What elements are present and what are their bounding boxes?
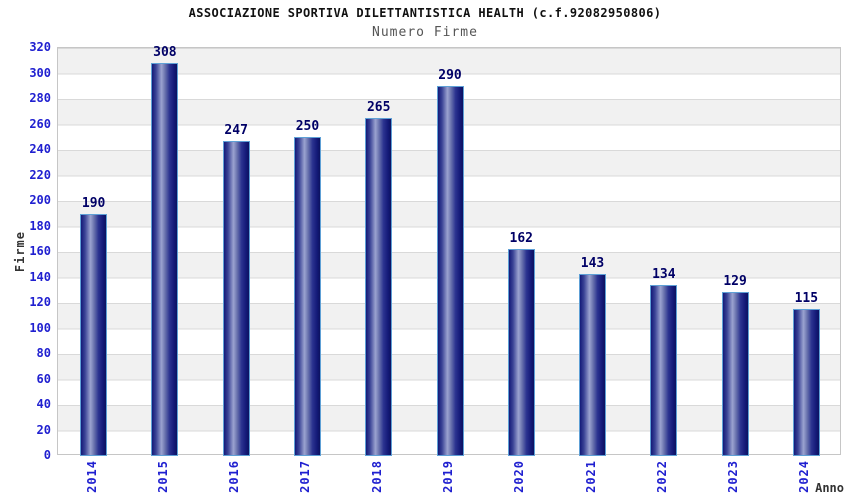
x-tick-label: 2018 [369,460,384,493]
bar-value-label: 129 [723,273,747,289]
bar-value-label: 115 [794,291,819,307]
bar-value-label: 134 [652,267,676,283]
bar-value-label: 143 [580,255,605,271]
x-tick-label: 2022 [654,460,669,493]
x-tick-label: 2019 [441,460,455,493]
bar-2024 [792,309,820,456]
x-tick-label: 2024 [797,460,812,493]
x-tick-label: 2023 [726,460,741,493]
chart-subtitle: Numero Firme [372,25,478,40]
bar-value-label: 290 [438,68,462,84]
bar-value-label: 247 [224,123,248,139]
y-tick-label: 0 [43,448,51,462]
bar-value-label: 190 [81,195,106,211]
x-tick-label: 2021 [583,460,598,493]
y-tick-label: 100 [29,320,51,335]
x-tick-label: 2015 [155,460,170,493]
y-tick-label: 60 [36,371,51,386]
bar-value-label: 265 [366,100,391,116]
bar-2014 [80,213,108,456]
y-tick-label: 260 [29,116,51,131]
y-tick-label: 120 [29,295,51,309]
bar-2019 [436,86,464,456]
x-tick-label: 2020 [512,460,527,493]
chart-title: ASSOCIAZIONE SPORTIVA DILETTANTISTICA HE… [188,6,662,20]
y-tick-label: 240 [29,142,51,156]
bar-2018 [365,118,393,456]
y-tick-label: 280 [29,91,51,105]
bar-2020 [507,249,535,456]
bar-value-label: 162 [509,231,533,247]
x-tick-label: 2016 [227,460,242,493]
y-tick-label: 180 [29,218,51,233]
y-axis-title: Firme [13,231,27,273]
x-axis-title: Anno [815,481,844,495]
bar-value-label: 308 [153,45,177,61]
y-tick-label: 220 [29,167,51,182]
y-tick-label: 40 [36,397,51,411]
y-tick-label: 300 [29,65,51,80]
y-tick-label: 320 [29,40,51,54]
x-tick-label: 2017 [298,460,313,493]
bar-2016 [222,141,250,456]
bar-2021 [579,273,607,456]
x-tick-label: 2014 [84,460,99,493]
bar-2015 [151,63,179,456]
y-tick-label: 160 [29,244,51,258]
bar-value-label: 250 [295,119,320,135]
y-tick-label: 20 [36,422,51,437]
bar-2022 [650,285,678,456]
bar-2023 [721,291,749,456]
plot-area: 190 308 247 250 265 290 162 143 134 129 115 [57,45,841,456]
bar-2017 [293,137,321,456]
y-tick-label: 200 [29,193,51,207]
y-tick-label: 80 [36,346,51,360]
y-tick-label: 140 [29,269,51,284]
